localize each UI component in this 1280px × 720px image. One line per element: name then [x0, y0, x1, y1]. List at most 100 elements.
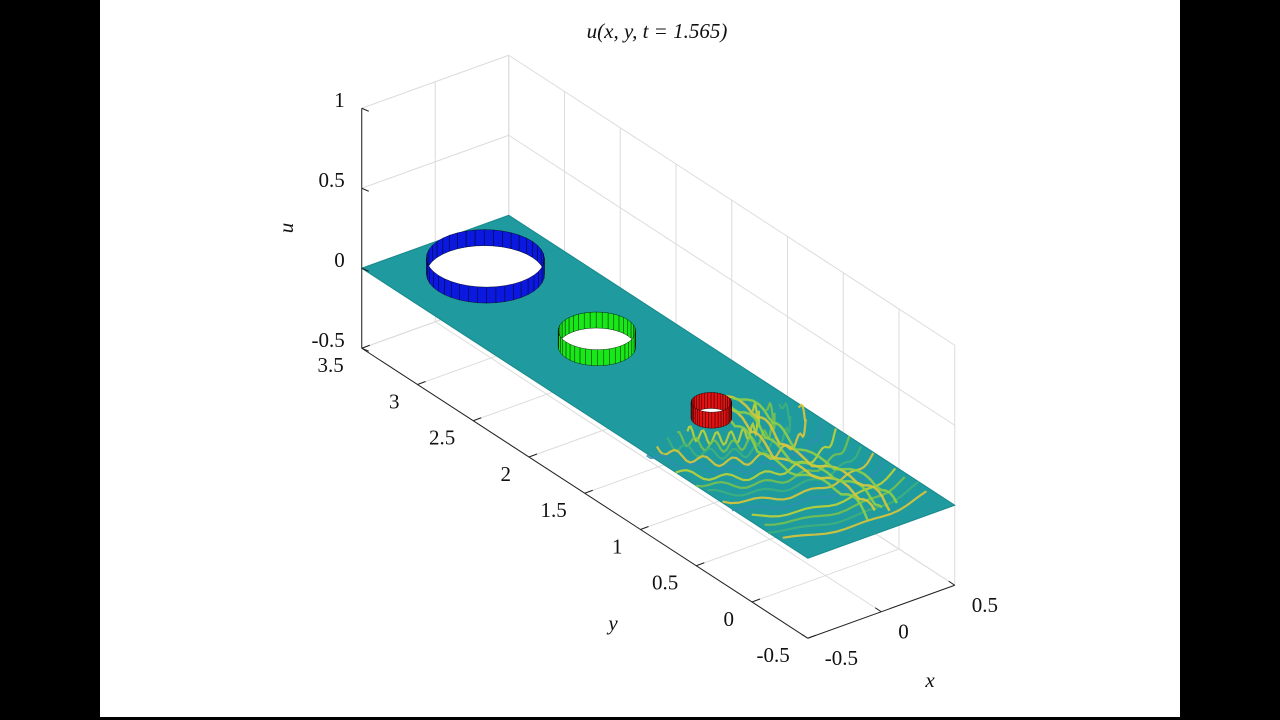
cylinder-wall [510, 232, 520, 252]
cylinder-wall [589, 311, 597, 329]
cylinder-wall [558, 333, 561, 353]
x-tick-label: -0.5 [825, 646, 858, 670]
wave-crest [666, 401, 792, 461]
y-tick [473, 417, 482, 422]
wave-crest [655, 403, 807, 468]
grid-line [508, 134, 956, 426]
cylinder-wall [702, 410, 706, 428]
cylinder-wall [717, 410, 722, 428]
grid-line [434, 321, 882, 613]
cylinder-wall [493, 229, 503, 248]
cylinder-wall [631, 336, 635, 356]
z-tick [361, 267, 369, 272]
cylinder-wall [698, 393, 702, 411]
wave-crest [707, 445, 863, 497]
y-tick [640, 526, 649, 530]
z-axis-label: u [274, 223, 298, 234]
cylinder-wall [436, 237, 444, 258]
cylinder-wall [578, 312, 585, 331]
cylinder-wall [714, 411, 719, 429]
y-tick [807, 634, 816, 639]
cylinder-wall [725, 407, 729, 426]
wave-crest [782, 490, 928, 539]
y-tick [751, 598, 761, 603]
z-tick-label: 0 [334, 248, 345, 272]
y-tick [696, 562, 705, 567]
y-tick-label: 1 [612, 534, 623, 558]
wave-crest [732, 396, 898, 504]
cylinder-wall [713, 392, 718, 410]
wave-crest [710, 403, 876, 512]
cylinder-wall [484, 229, 494, 247]
grid-line [508, 54, 956, 346]
chart-title: u(x, y, t = 1.565) [587, 19, 728, 43]
cylinder-wall [438, 274, 445, 296]
cylinder-wall [624, 341, 629, 361]
z-tick [361, 107, 369, 112]
cylinder-wall [722, 394, 726, 412]
cylinder-wall [607, 312, 615, 331]
y-tick-label: 0.5 [652, 571, 678, 595]
x-axis-label: x [924, 668, 935, 692]
cylinder-wall [704, 392, 708, 410]
wave-crest [722, 452, 875, 505]
cylinder-wall [720, 393, 724, 411]
cylinder-wall [708, 411, 712, 429]
cylinder-wall [723, 408, 727, 427]
cylinder-wall [527, 274, 535, 295]
wave-crest [677, 401, 776, 454]
x-tick-label: 0 [898, 620, 909, 644]
y-tick [584, 489, 593, 494]
y-tick-label: 1.5 [541, 498, 567, 522]
cylinder-wall [560, 336, 563, 357]
cylinder-wall [701, 392, 705, 410]
cylinder-wall [449, 232, 458, 252]
cylinder-wall [615, 345, 621, 364]
cylinder-wall [711, 411, 716, 429]
wave-crest [675, 428, 838, 482]
cylinder-wall [595, 311, 603, 329]
cylinder-wall [699, 410, 703, 428]
cylinder-wall [707, 392, 712, 409]
cylinder-wall [502, 230, 512, 249]
cylinder-wall [561, 319, 566, 339]
cylinder-wall [569, 343, 576, 363]
y-tick-label: 3 [389, 389, 400, 413]
cylinder-wall [628, 338, 633, 359]
cylinder-wall [705, 411, 709, 429]
x-tick [948, 580, 956, 586]
y-tick-label: 2 [501, 462, 512, 486]
cylinder-wall [613, 313, 620, 332]
z-tick [361, 347, 369, 352]
cylinder-wall [693, 406, 696, 425]
cylinder-wall [710, 392, 715, 409]
x-tick [801, 633, 809, 639]
surface [360, 214, 956, 559]
cylinder-wall [495, 285, 506, 303]
cylinder-wall [564, 317, 570, 337]
cylinder-wall [601, 312, 609, 330]
cylinder-wall [583, 312, 591, 330]
cylinder-wall [513, 281, 522, 301]
cylinder-wall [442, 234, 450, 255]
x-tick [874, 607, 882, 613]
wave-crest [646, 420, 823, 475]
wave-crest [703, 403, 869, 521]
grid-line [361, 54, 509, 109]
cylinder-wall [696, 394, 700, 412]
cylinder-wall [574, 345, 581, 364]
cylinder-wall [591, 349, 598, 366]
cylinder-wall [620, 343, 626, 363]
cylinder-wall [451, 281, 460, 301]
wave-crest [695, 435, 851, 489]
wave-crest [751, 467, 897, 518]
cylinder-wall [465, 229, 476, 248]
wave-crest [767, 481, 920, 534]
y-tick-label: -0.5 [757, 643, 790, 667]
cylinder-wall [717, 392, 721, 410]
y-tick [417, 381, 426, 385]
y-tick-label: 0 [724, 607, 735, 631]
cylinder-wall [518, 234, 527, 255]
cylinder-wall [585, 348, 592, 366]
